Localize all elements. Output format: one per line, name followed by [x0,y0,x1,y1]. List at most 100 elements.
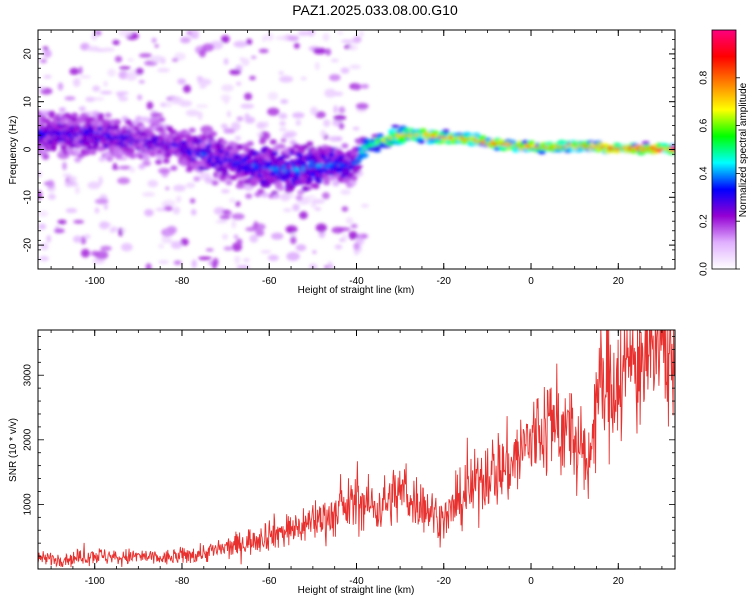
spectral-cell [71,112,79,118]
spectral-cell [66,120,74,126]
spectral-cell [464,133,473,137]
spectral-cell [298,148,306,154]
noise-blob [79,75,92,79]
colorbar-tick-label: 0.8 [699,70,710,84]
noise-blob [350,223,358,229]
noise-blob [340,189,351,195]
noise-blob [38,223,47,230]
noise-blob [57,82,64,91]
spectral-cell [127,148,135,155]
noise-blob [236,265,250,269]
noise-blob [314,62,320,71]
noise-blob [310,106,318,116]
noise-blob [314,207,322,211]
noise-blob [249,75,256,81]
spectral-cell [343,177,350,183]
noise-blob [233,40,248,48]
noise-blob [355,233,369,239]
noise-blob [129,166,136,173]
noise-blob [244,92,253,101]
y-tick-label: 0 [23,146,34,152]
spectral-cell [135,115,143,122]
spectral-cell [508,140,517,144]
noise-blob [121,227,126,234]
noise-blob [221,189,230,194]
spectral-cell [220,167,228,173]
noise-blob [173,184,186,192]
spectral-cell [104,152,112,158]
noise-blob [62,161,67,171]
x-tick-label: 20 [613,276,625,287]
spectral-cell [391,124,400,129]
noise-blob [352,126,360,131]
noise-blob [313,47,327,55]
noise-blob [233,234,239,239]
noise-blob [46,235,52,243]
noise-blob [160,102,166,108]
noise-blob [286,251,300,261]
noise-blob [119,66,131,70]
spectral-cell [86,144,94,151]
spectral-cell [188,127,196,133]
spectral-cell [557,140,566,144]
y-tick-label: -20 [23,237,34,252]
spectral-cell [312,183,320,189]
noise-blob [198,256,212,260]
noise-blob [78,66,83,75]
spectral-cell [300,162,308,168]
noise-blob [150,55,165,63]
noise-blob [312,250,317,254]
noise-blob [103,203,108,210]
noise-blob [54,228,65,234]
spectral-cell [170,165,178,171]
spectral-cell [512,148,520,153]
noise-blob [100,245,112,252]
colorbar-tick-label: 0.0 [699,262,710,276]
spectral-cell [350,175,358,181]
noise-blob [311,198,325,204]
noise-blob [325,48,332,56]
spectral-cell [159,130,167,136]
noise-blob [198,49,206,58]
noise-blob [38,210,49,217]
noise-blob [290,236,297,245]
spectral-cell [75,142,83,148]
noise-blob [190,208,197,216]
spectral-cell [418,128,427,133]
noise-blob [292,203,300,212]
noise-blob [244,113,250,120]
snr-background [38,330,675,569]
spectral-cell [667,151,675,155]
noise-blob [243,258,250,263]
noise-blob [221,84,234,92]
noise-blob [338,106,346,114]
noise-blob [185,182,196,189]
spectral-cell [251,180,259,186]
noise-blob [338,122,345,130]
colorbar: 0.0 0.2 0.4 0.6 0.8 Normalized spectral ampl… [699,29,749,276]
noise-blob [158,243,165,249]
spectral-cell [315,178,323,184]
noise-blob [158,167,171,174]
noise-blob [236,81,242,86]
spectral-cell [184,133,192,139]
noise-blob [360,84,369,89]
noise-blob [293,42,300,49]
spectral-cell [295,195,303,201]
noise-blob [215,40,220,47]
noise-blob [255,229,265,237]
noise-blob [299,211,308,220]
noise-blob [267,107,280,116]
noise-blob [246,38,253,45]
spectral-cell [306,177,314,183]
spectral-cell [288,184,295,190]
noise-blob [322,33,330,42]
page-title: PAZ1.2025.033.08.00.G10 [292,2,458,18]
spectral-cell [104,112,112,118]
snr-series-line [38,330,675,568]
noise-blob [348,44,359,51]
noise-blob [262,35,267,42]
noise-blob [145,263,152,269]
